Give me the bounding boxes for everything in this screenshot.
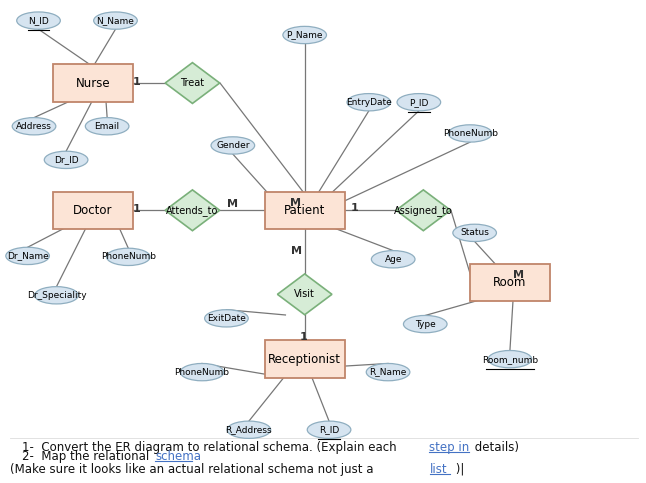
Text: M: M bbox=[227, 199, 238, 209]
Text: 1: 1 bbox=[300, 332, 307, 341]
Text: M: M bbox=[513, 270, 524, 280]
Text: M: M bbox=[289, 198, 300, 208]
Ellipse shape bbox=[307, 421, 351, 439]
Ellipse shape bbox=[211, 137, 255, 154]
Text: Dr_Speciality: Dr_Speciality bbox=[26, 291, 87, 300]
Text: PhoneNumb: PhoneNumb bbox=[174, 368, 229, 377]
Ellipse shape bbox=[366, 364, 410, 381]
FancyBboxPatch shape bbox=[265, 341, 345, 378]
FancyBboxPatch shape bbox=[53, 64, 133, 102]
Text: schema: schema bbox=[155, 450, 202, 463]
Text: Status: Status bbox=[460, 228, 489, 237]
Text: )|: )| bbox=[452, 463, 464, 476]
Text: M: M bbox=[291, 246, 302, 256]
Text: 1: 1 bbox=[133, 77, 141, 87]
Text: PhoneNumb: PhoneNumb bbox=[101, 252, 156, 261]
Text: EntryDate: EntryDate bbox=[346, 98, 391, 107]
Text: Patient: Patient bbox=[284, 204, 326, 217]
Text: 1: 1 bbox=[351, 203, 359, 213]
Text: step in: step in bbox=[429, 440, 470, 454]
Polygon shape bbox=[396, 190, 451, 231]
Text: Receptionist: Receptionist bbox=[268, 353, 341, 366]
Polygon shape bbox=[277, 274, 332, 315]
Text: P_ID: P_ID bbox=[409, 98, 428, 107]
Text: details): details) bbox=[471, 440, 519, 454]
Ellipse shape bbox=[17, 12, 60, 29]
Ellipse shape bbox=[94, 12, 138, 29]
Text: R_ID: R_ID bbox=[319, 425, 339, 434]
Ellipse shape bbox=[35, 286, 78, 304]
Text: Address: Address bbox=[16, 122, 52, 131]
Ellipse shape bbox=[488, 351, 532, 368]
Text: PhoneNumb: PhoneNumb bbox=[443, 129, 497, 138]
Text: Assigned_to: Assigned_to bbox=[394, 205, 453, 216]
Text: 1-  Convert the ER diagram to relational schema. (Explain each: 1- Convert the ER diagram to relational … bbox=[23, 440, 401, 454]
Text: ExitDate: ExitDate bbox=[207, 314, 246, 323]
Text: Email: Email bbox=[94, 122, 120, 131]
Text: N_Name: N_Name bbox=[96, 16, 134, 25]
Ellipse shape bbox=[205, 310, 248, 327]
Text: Visit: Visit bbox=[294, 289, 315, 299]
Ellipse shape bbox=[453, 224, 497, 242]
Ellipse shape bbox=[85, 117, 129, 135]
Ellipse shape bbox=[347, 94, 391, 111]
Text: N_ID: N_ID bbox=[28, 16, 49, 25]
Text: Doctor: Doctor bbox=[73, 204, 113, 217]
Text: (Make sure it looks like an actual relational schema not just a: (Make sure it looks like an actual relat… bbox=[10, 463, 377, 476]
Text: Dr_ID: Dr_ID bbox=[54, 156, 78, 164]
Text: P_Name: P_Name bbox=[286, 30, 323, 40]
Text: Nurse: Nurse bbox=[76, 76, 110, 89]
Text: Age: Age bbox=[384, 255, 402, 264]
Ellipse shape bbox=[371, 251, 415, 268]
Text: Gender: Gender bbox=[216, 141, 249, 150]
Ellipse shape bbox=[107, 248, 150, 266]
Text: Treat: Treat bbox=[180, 78, 205, 88]
Ellipse shape bbox=[6, 247, 49, 265]
Text: Room: Room bbox=[494, 276, 526, 289]
Ellipse shape bbox=[404, 315, 447, 333]
Text: list: list bbox=[430, 463, 448, 476]
Text: R_Name: R_Name bbox=[370, 368, 407, 377]
Ellipse shape bbox=[397, 94, 441, 111]
Ellipse shape bbox=[45, 151, 88, 169]
Text: 1: 1 bbox=[133, 204, 141, 214]
Polygon shape bbox=[165, 63, 220, 103]
Text: 2-  Map the relational: 2- Map the relational bbox=[23, 450, 154, 463]
Ellipse shape bbox=[180, 364, 224, 381]
Ellipse shape bbox=[448, 125, 492, 142]
Polygon shape bbox=[165, 190, 220, 231]
Text: Attends_to: Attends_to bbox=[166, 205, 218, 216]
FancyBboxPatch shape bbox=[53, 192, 133, 229]
Text: Type: Type bbox=[415, 320, 435, 328]
Text: Dr_Name: Dr_Name bbox=[6, 252, 48, 260]
FancyBboxPatch shape bbox=[265, 192, 345, 229]
Text: Room_numb: Room_numb bbox=[482, 355, 538, 364]
Ellipse shape bbox=[227, 421, 271, 439]
Text: R_Address: R_Address bbox=[225, 425, 272, 434]
FancyBboxPatch shape bbox=[470, 264, 550, 301]
Ellipse shape bbox=[283, 27, 326, 43]
Ellipse shape bbox=[12, 117, 56, 135]
